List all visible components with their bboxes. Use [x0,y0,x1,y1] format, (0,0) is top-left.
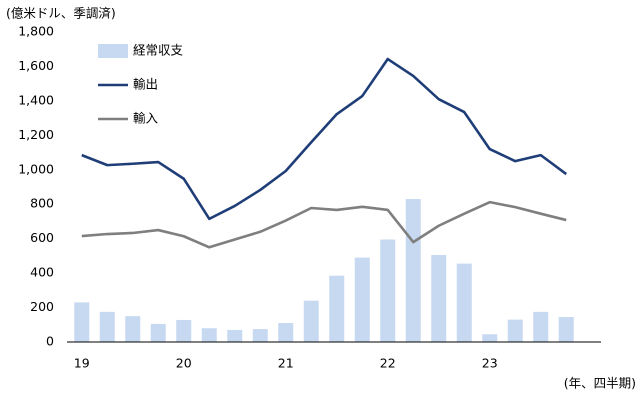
unit-label: (億米ドル、季調済) [6,6,116,21]
y-tick-label: 800 [30,196,54,211]
bar [507,319,523,342]
line [81,200,567,249]
legend-label: 輸入 [133,111,159,126]
bar [354,257,370,342]
bar [74,302,90,342]
legend-label: 輸出 [133,77,158,92]
y-tick-label: 200 [30,299,54,314]
bar [176,319,192,342]
x-tick-label: 20 [176,356,192,371]
bar [405,199,421,342]
y-tick-label: 1,600 [18,58,54,73]
bar [303,300,319,342]
x-tick-label: 22 [380,356,396,371]
y-tick-label: 600 [30,230,54,245]
bar [380,239,396,342]
y-tick-label: 0 [46,334,54,349]
bar [329,275,345,342]
bar [456,263,472,342]
bar [227,329,243,342]
bar [125,316,141,342]
y-tick-label: 1,200 [18,127,54,142]
bar [558,317,574,342]
bar [99,311,115,342]
bar [150,323,166,342]
legend-label: 経常収支 [133,43,184,58]
x-tick-label: 21 [278,356,294,371]
y-tick-label: 1,000 [18,161,54,176]
bar [431,255,447,342]
bar [252,329,268,342]
y-tick-label: 1,400 [18,92,54,107]
line [81,57,568,221]
y-tick-label: 1,800 [18,24,54,39]
bar [278,323,294,342]
x-axis-label: (年、四半期) [564,376,636,391]
x-tick-label: 23 [482,356,498,371]
bar [533,311,549,342]
bar [201,328,217,342]
x-tick-label: 19 [74,356,90,371]
y-tick-label: 400 [30,265,54,280]
legend-swatch [98,44,128,58]
bar [482,334,498,342]
